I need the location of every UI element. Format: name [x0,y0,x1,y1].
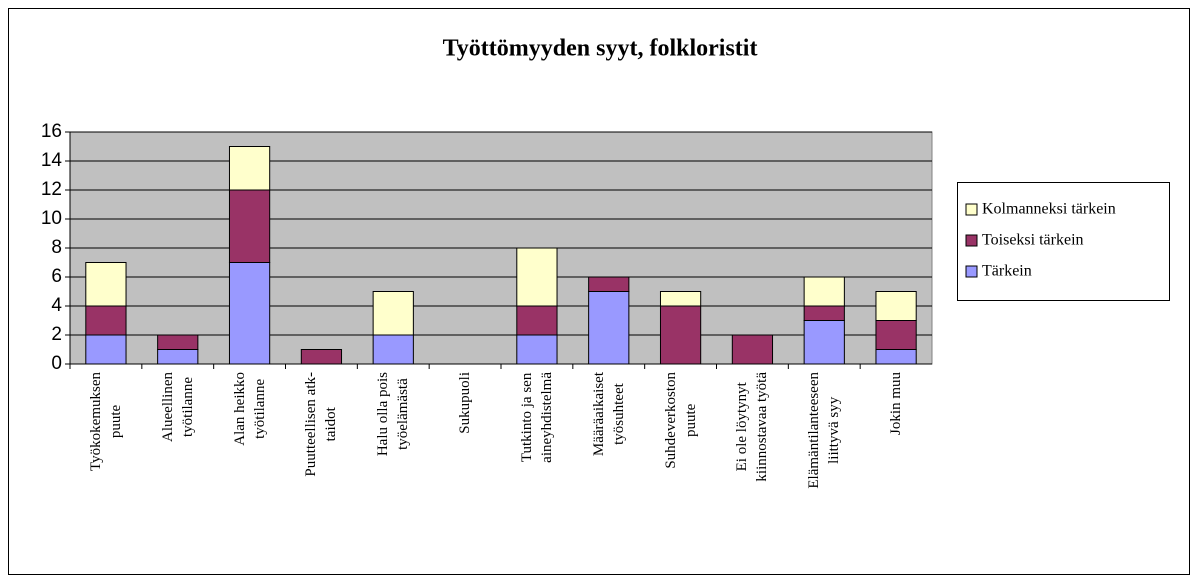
x-tick-label: Jokin muu [888,372,905,435]
bar-segment [85,334,127,365]
x-tick-label: Alan heikko työtilanne [231,372,268,446]
x-tick-label: Ei ole löytynyt kiinnostavaa työtä [734,372,771,482]
x-tick-label: Elämäntilanteeseen liittyvä syy [806,372,843,489]
bar-segment [659,305,702,365]
bar-segment [803,276,845,307]
bar-segment [588,276,630,292]
bar-segment [659,291,702,307]
bar-segment [731,334,774,365]
y-tick-label: 6 [51,266,62,287]
bar-segment [516,334,558,365]
bar-segment [228,189,271,263]
x-tick-label: Suhdeverkoston puute [662,372,699,469]
bar-segment [228,262,271,365]
y-tick-label: 12 [41,179,62,200]
legend-swatch [965,234,978,247]
x-tick-label: Työkokemuksen puute [87,372,124,471]
bar-segment [516,247,558,307]
x-tick-label: Sukupuoli [457,372,474,434]
legend-swatch [965,203,978,216]
y-tick-label: 16 [41,121,62,142]
legend-label: Toiseksi tärkein [982,232,1084,249]
bar-segment [85,262,127,307]
bar-segment [875,349,917,365]
bar-segment [516,305,558,336]
bar-segment [372,291,414,336]
bar-segment [228,146,271,191]
y-tick-label: 10 [41,208,62,229]
bar-segment [157,349,199,365]
bar-segment [875,320,917,350]
legend-label: Kolmanneksi tärkein [982,201,1116,218]
legend-swatch [965,265,978,278]
legend-label: Tärkein [982,263,1032,280]
chart-title: Työttömyyden syyt, folkloristit [443,36,758,62]
x-tick-label: Alueellinen työtilanne [159,372,196,442]
x-tick-label: Tutkinto ja sen aineyhdistelmä [518,372,555,463]
x-tick-label: Halu olla pois työelämästä [375,372,412,457]
bar-segment [803,305,845,321]
y-tick-label: 4 [51,295,62,316]
x-tick-label: Puutteellisen atk- taidot [303,372,340,477]
bar-segment [300,349,343,365]
y-tick-label: 8 [51,237,62,258]
bar-segment [588,291,630,365]
bar-segment [85,305,127,336]
bar-segment [372,334,414,365]
y-tick-label: 14 [41,150,63,171]
x-tick-label: Määräaikaiset työsuhteet [590,372,627,457]
y-tick-label: 2 [51,324,62,345]
bar-segment [875,291,917,321]
y-tick-label: 0 [51,353,62,374]
bar-segment [803,320,845,365]
legend-box [957,182,1170,301]
bar-segment [157,334,199,350]
